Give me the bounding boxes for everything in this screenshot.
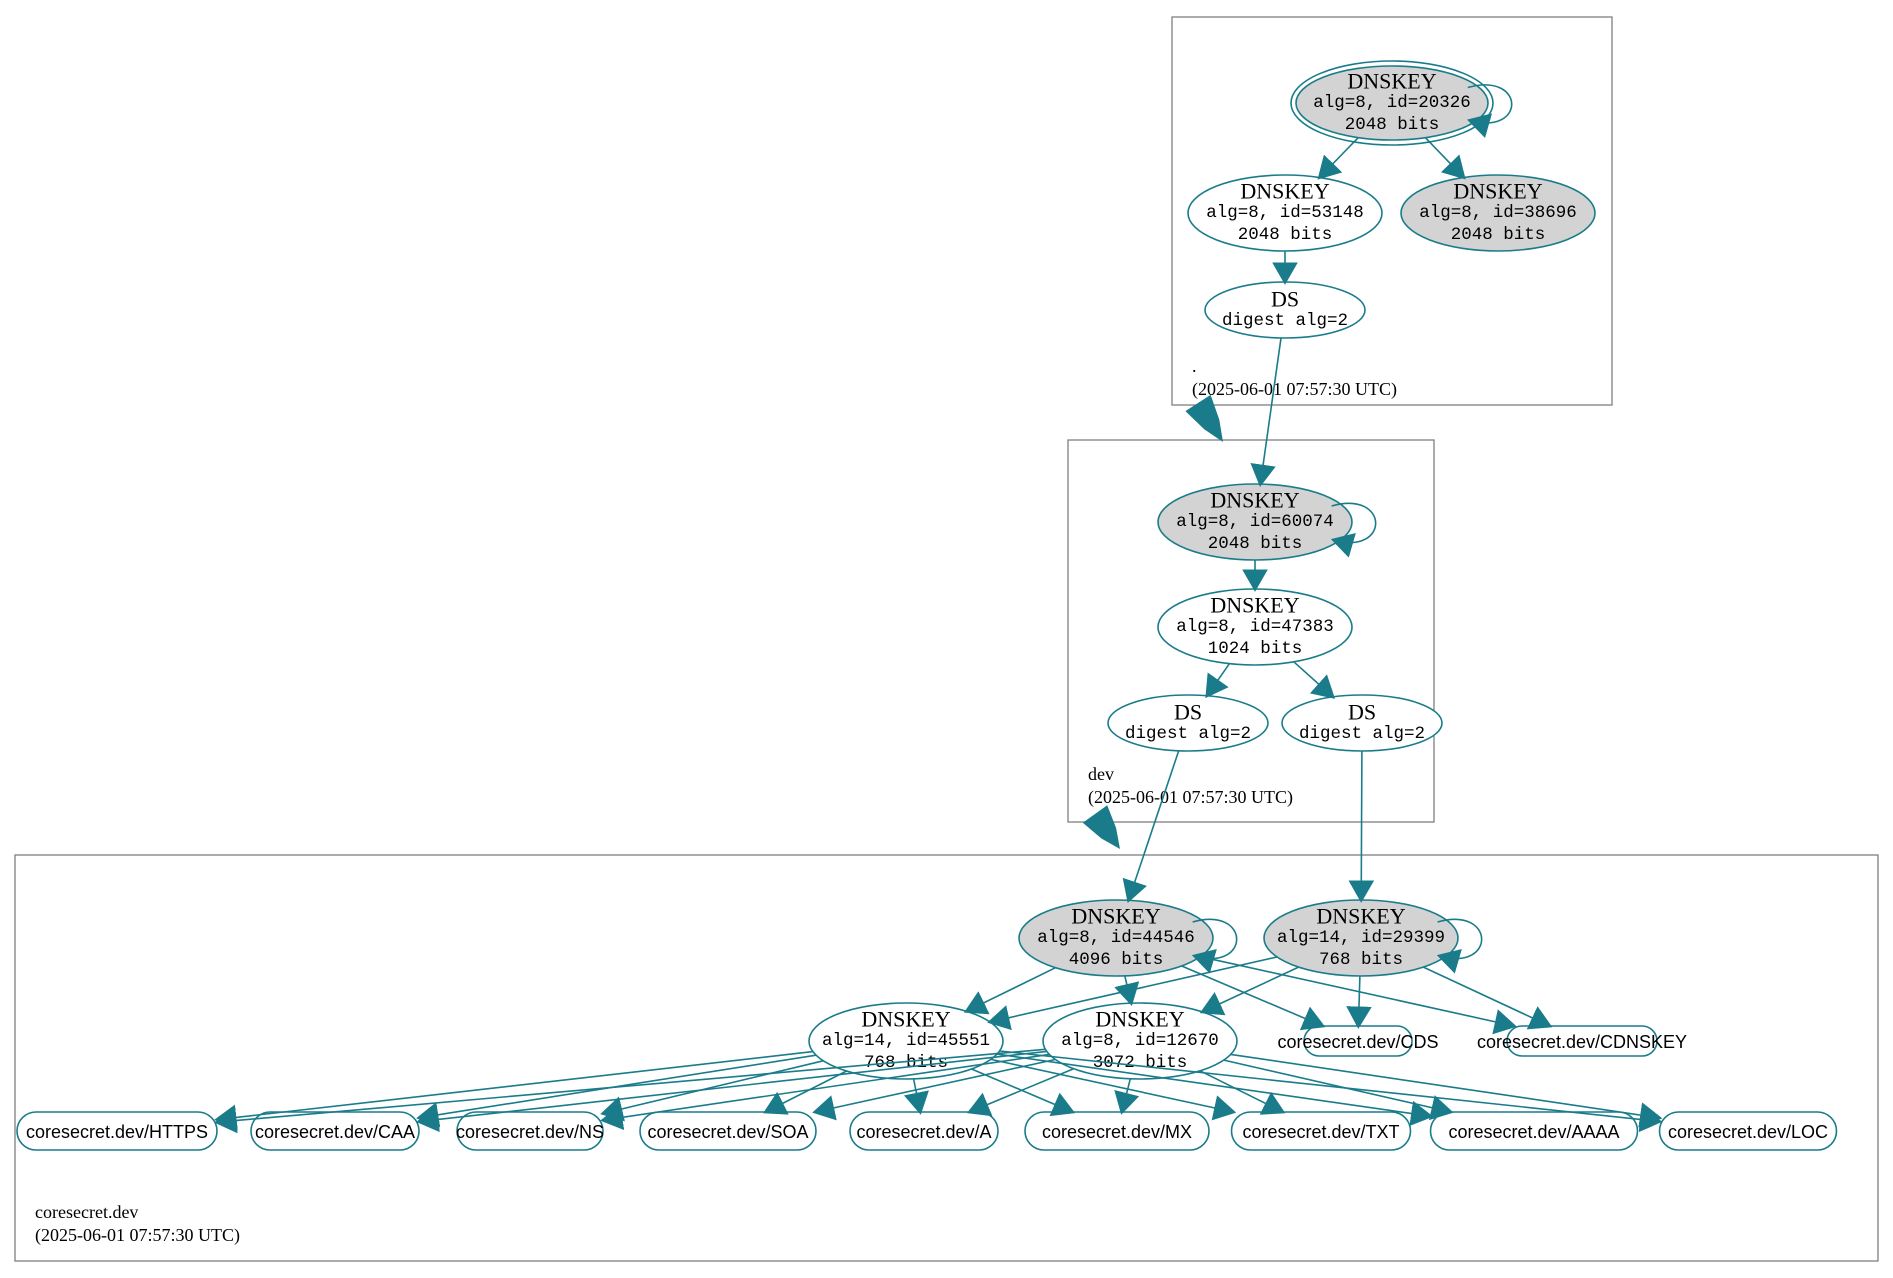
svg-text:DNSKEY: DNSKEY	[1240, 179, 1329, 204]
svg-text:DNSKEY: DNSKEY	[1453, 179, 1542, 204]
svg-text:2048 bits: 2048 bits	[1238, 225, 1333, 245]
svg-text:2048 bits: 2048 bits	[1451, 225, 1546, 245]
svg-text:(2025-06-01 07:57:30 UTC): (2025-06-01 07:57:30 UTC)	[1192, 379, 1397, 400]
svg-text:alg=8, id=38696: alg=8, id=38696	[1419, 203, 1577, 223]
svg-text:dev: dev	[1088, 764, 1114, 784]
svg-text:coresecret.dev/A: coresecret.dev/A	[856, 1122, 991, 1142]
svg-text:DNSKEY: DNSKEY	[1095, 1007, 1184, 1032]
svg-text:alg=8, id=20326: alg=8, id=20326	[1313, 93, 1471, 113]
svg-text:alg=8, id=60074: alg=8, id=60074	[1176, 512, 1334, 532]
svg-text:coresecret.dev/AAAA: coresecret.dev/AAAA	[1448, 1122, 1619, 1142]
svg-text:coresecret.dev/TXT: coresecret.dev/TXT	[1242, 1122, 1399, 1142]
svg-text:coresecret.dev/NS: coresecret.dev/NS	[456, 1122, 604, 1142]
svg-text:alg=8, id=53148: alg=8, id=53148	[1206, 203, 1364, 223]
svg-text:DNSKEY: DNSKEY	[861, 1007, 950, 1032]
svg-text:digest alg=2: digest alg=2	[1299, 724, 1425, 744]
svg-text:4096 bits: 4096 bits	[1069, 950, 1164, 970]
svg-text:coresecret.dev/MX: coresecret.dev/MX	[1042, 1122, 1192, 1142]
svg-text:.: .	[1192, 356, 1197, 376]
svg-text:coresecret.dev/SOA: coresecret.dev/SOA	[647, 1122, 808, 1142]
svg-text:DS: DS	[1174, 700, 1202, 725]
svg-text:digest alg=2: digest alg=2	[1222, 311, 1348, 331]
svg-text:alg=14, id=45551: alg=14, id=45551	[822, 1031, 990, 1051]
svg-text:coresecret.dev/LOC: coresecret.dev/LOC	[1668, 1122, 1828, 1142]
svg-text:2048 bits: 2048 bits	[1208, 534, 1303, 554]
svg-text:coresecret.dev/CDNSKEY: coresecret.dev/CDNSKEY	[1477, 1032, 1687, 1052]
svg-text:(2025-06-01 07:57:30 UTC): (2025-06-01 07:57:30 UTC)	[1088, 787, 1293, 808]
svg-text:DS: DS	[1271, 287, 1299, 312]
svg-text:2048 bits: 2048 bits	[1345, 115, 1440, 135]
svg-text:coresecret.dev/CDS: coresecret.dev/CDS	[1277, 1032, 1438, 1052]
svg-text:DS: DS	[1348, 700, 1376, 725]
svg-text:coresecret.dev/HTTPS: coresecret.dev/HTTPS	[26, 1122, 208, 1142]
svg-text:768 bits: 768 bits	[1319, 950, 1403, 970]
svg-text:DNSKEY: DNSKEY	[1316, 904, 1405, 929]
svg-text:DNSKEY: DNSKEY	[1071, 904, 1160, 929]
svg-text:DNSKEY: DNSKEY	[1347, 69, 1436, 94]
svg-text:coresecret.dev/CAA: coresecret.dev/CAA	[255, 1122, 415, 1142]
svg-text:(2025-06-01 07:57:30 UTC): (2025-06-01 07:57:30 UTC)	[35, 1225, 240, 1246]
svg-text:digest alg=2: digest alg=2	[1125, 724, 1251, 744]
svg-text:alg=14, id=29399: alg=14, id=29399	[1277, 928, 1445, 948]
svg-text:DNSKEY: DNSKEY	[1210, 593, 1299, 618]
svg-text:1024 bits: 1024 bits	[1208, 639, 1303, 659]
svg-text:alg=8, id=47383: alg=8, id=47383	[1176, 617, 1334, 637]
svg-text:alg=8, id=12670: alg=8, id=12670	[1061, 1031, 1219, 1051]
svg-text:DNSKEY: DNSKEY	[1210, 488, 1299, 513]
svg-text:coresecret.dev: coresecret.dev	[35, 1202, 138, 1222]
svg-text:alg=8, id=44546: alg=8, id=44546	[1037, 928, 1195, 948]
